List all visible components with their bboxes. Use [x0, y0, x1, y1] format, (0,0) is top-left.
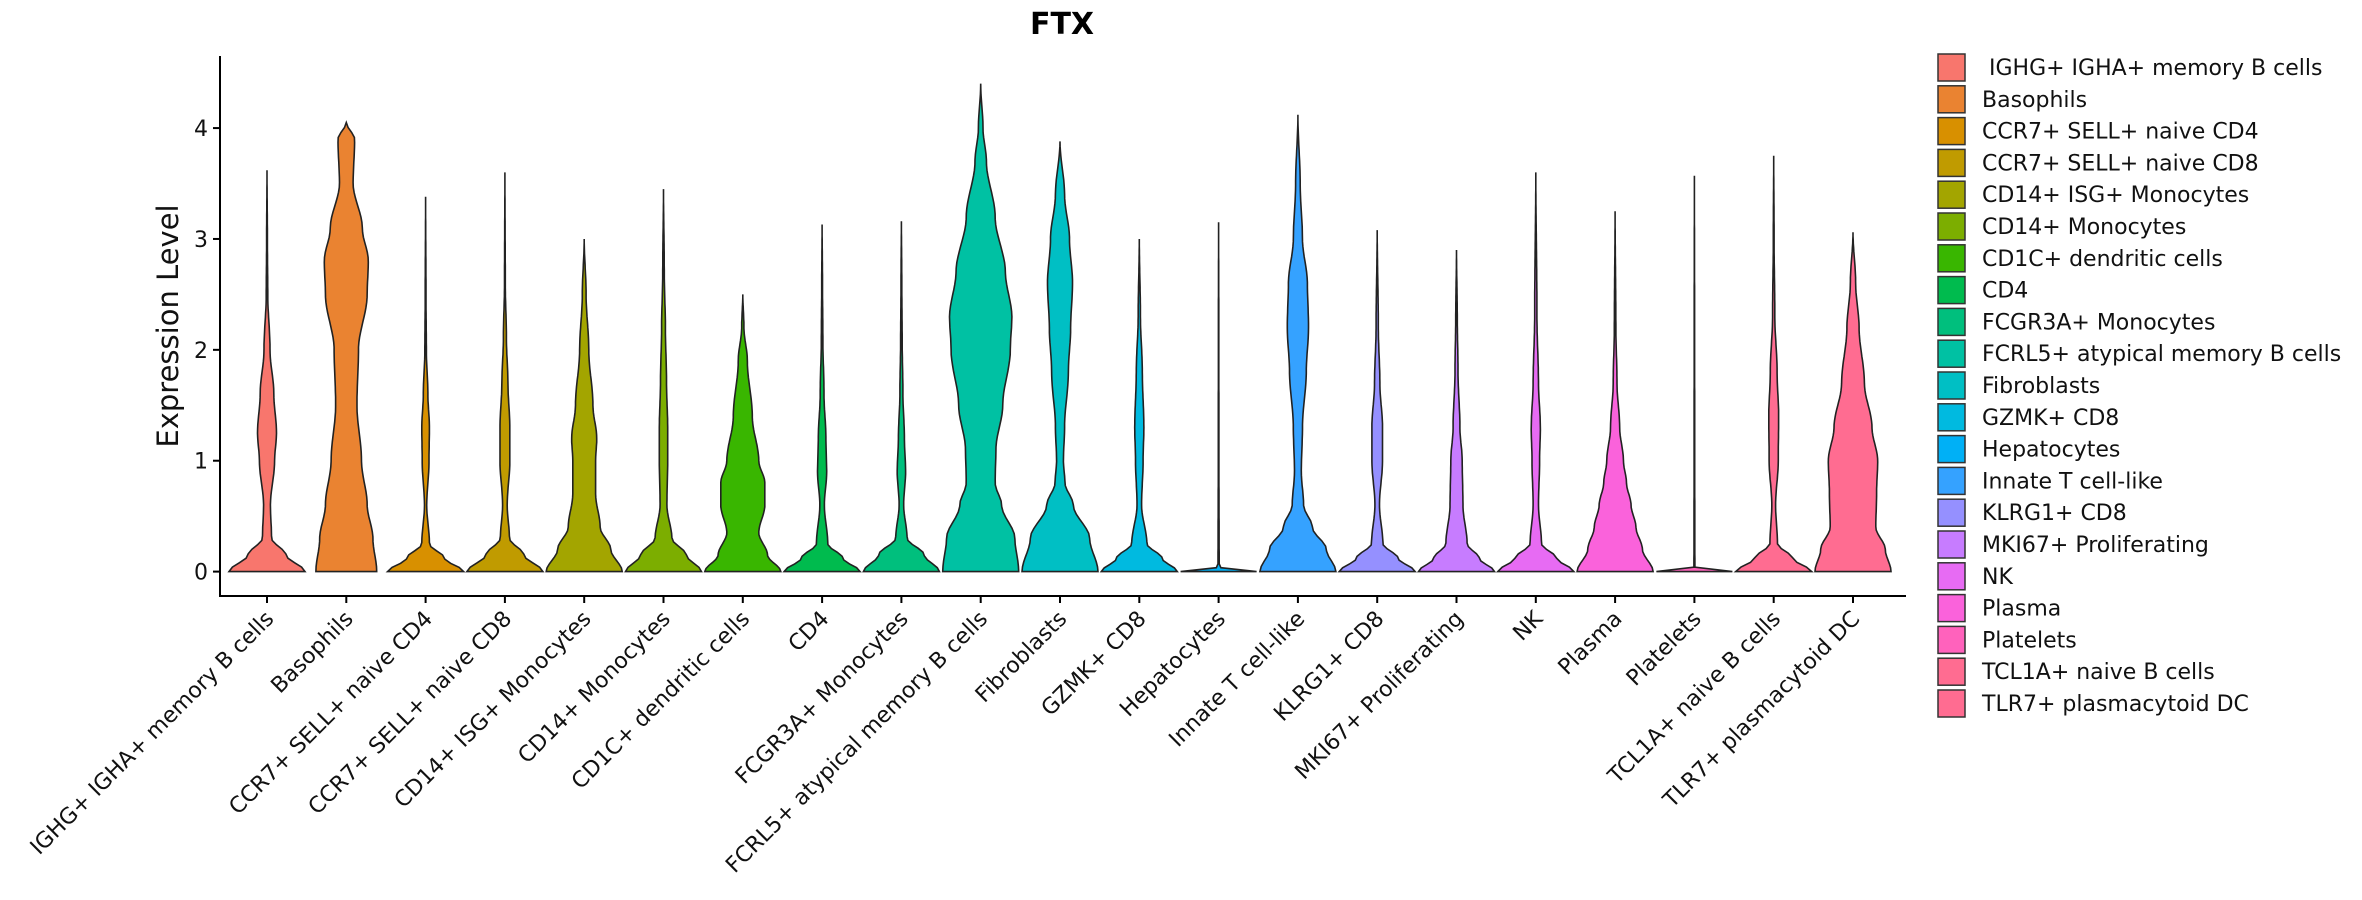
legend-swatch-plasma [1937, 593, 1966, 623]
legend-label-tlr7-plasmacytoid-dc: TLR7+ plasmacytoid DC [1981, 692, 2249, 717]
legend-swatch-basophils [1937, 85, 1966, 114]
legend-swatch-fcrl5-atypical-memory-b-cells [1937, 339, 1966, 368]
legend-label-hepatocytes: Hepatocytes [1982, 438, 2120, 463]
legend-swatch-cd14-isg-monocytes [1937, 180, 1966, 209]
x-tick-label-cd14-monocytes: CD14+ Monocytes [514, 607, 676, 769]
x-tick-label-ighg-igha-memory-b-cells: IGHG+ IGHA+ memory B cells [26, 607, 279, 860]
y-tick-label: 0 [194, 561, 208, 586]
legend-label-plasma: Plasma [1982, 597, 2061, 622]
violin-innate-t-cell-like [1258, 114, 1337, 573]
violin-ccr7-sell-naive-cd4 [385, 196, 466, 573]
violin-mki67-proliferating [1416, 250, 1497, 573]
violin-plasma [1576, 211, 1655, 573]
legend-label-cd14-isg-monocytes: CD14+ ISG+ Monocytes [1982, 183, 2249, 208]
legend-label-fibroblasts: Fibroblasts [1982, 374, 2100, 399]
legend-swatch-nk [1937, 562, 1966, 591]
y-tick-label: 2 [194, 339, 208, 364]
x-tick-label-nk: NK [1509, 606, 1549, 646]
legend-swatch-cd14-monocytes [1937, 212, 1966, 241]
violin-fcgr3a-monocytes [862, 221, 941, 573]
legend-label-basophils: Basophils [1982, 88, 2087, 113]
violin-cd14-monocytes [624, 189, 703, 573]
violin-fcrl5-atypical-memory-b-cells [941, 83, 1020, 573]
violin-nk [1495, 172, 1576, 573]
violin-hepatocytes [1180, 222, 1257, 573]
violin-cd14-isg-monocytes [545, 239, 624, 573]
legend: IGHG+ IGHA+ memory B cells Basophils CCR7+… [1937, 53, 2341, 718]
legend-label-ccr7-sell-naive-cd4: CCR7+ SELL+ naive CD4 [1982, 120, 2259, 145]
y-tick-label: 1 [194, 450, 208, 475]
legend-label-cd1c-dendritic-cells: CD1C+ dendritic cells [1982, 247, 2223, 272]
legend-label-cd14-monocytes: CD14+ Monocytes [1982, 215, 2186, 240]
legend-swatch-ighg-igha-memory-b-cells [1937, 53, 1966, 82]
violin-klrg1-cd8 [1337, 230, 1417, 573]
legend-swatch-klrg1-cd8 [1937, 498, 1966, 527]
x-tick-label-plasma: Plasma [1554, 607, 1628, 681]
legend-label-fcgr3a-monocytes: FCGR3A+ Monocytes [1982, 310, 2215, 335]
legend-label-mki67-proliferating: MKI67+ Proliferating [1982, 533, 2209, 558]
y-tick-label: 3 [194, 228, 208, 253]
x-ticks: IGHG+ IGHA+ memory B cellsBasophilsCCR7+… [26, 596, 1865, 878]
violin-ccr7-sell-naive-cd8 [465, 172, 545, 573]
x-tick-label-platelets: Platelets [1622, 607, 1707, 692]
violin-gzmk-cd8 [1099, 239, 1179, 573]
legend-label-klrg1-cd8: KLRG1+ CD8 [1982, 501, 2127, 526]
legend-swatch-mki67-proliferating [1937, 530, 1966, 559]
x-tick-label-innate-t-cell-like: Innate T cell-like [1165, 607, 1311, 753]
legend-label-tcl1a-naive-b-cells: TCL1A+ naive B cells [1981, 660, 2215, 685]
legend-swatch-fibroblasts [1937, 371, 1966, 400]
y-tick-label: 4 [194, 117, 208, 142]
axes [219, 56, 1906, 597]
violin-layer [227, 83, 1892, 573]
x-tick-label-cd4: CD4 [784, 607, 834, 657]
violin-cd4 [782, 224, 862, 573]
legend-label-innate-t-cell-like: Innate T cell-like [1982, 469, 2163, 494]
legend-swatch-tcl1a-naive-b-cells [1937, 657, 1966, 686]
legend-label-ighg-igha-memory-b-cells: IGHG+ IGHA+ memory B cells [1982, 56, 2322, 81]
legend-label-nk: NK [1982, 565, 2013, 590]
legend-label-ccr7-sell-naive-cd8: CCR7+ SELL+ naive CD8 [1982, 151, 2259, 176]
y-ticks: 0 1 2 3 4 [194, 117, 220, 586]
legend-swatch-cd1c-dendritic-cells [1937, 244, 1966, 273]
violin-cd1c-dendritic-cells [703, 294, 782, 573]
y-axis-label: Expression Level [151, 204, 185, 447]
legend-label-platelets: Platelets [1982, 628, 2077, 653]
legend-label-cd4: CD4 [1982, 279, 2028, 304]
legend-swatch-platelets [1937, 625, 1966, 655]
legend-label-gzmk-cd8: GZMK+ CD8 [1982, 406, 2119, 431]
violin-tcl1a-naive-b-cells [1733, 155, 1814, 573]
legend-label-fcrl5-atypical-memory-b-cells: FCRL5+ atypical memory B cells [1982, 342, 2341, 367]
legend-swatch-ccr7-sell-naive-cd8 [1937, 148, 1966, 178]
legend-swatch-hepatocytes [1937, 434, 1966, 464]
violin-platelets [1656, 175, 1733, 573]
legend-swatch-fcgr3a-monocytes [1937, 307, 1966, 337]
violin-ighg-igha-memory-b-cells [227, 170, 307, 573]
legend-swatch-cd4 [1937, 275, 1966, 305]
legend-swatch-ccr7-sell-naive-cd4 [1937, 116, 1966, 146]
legend-swatch-gzmk-cd8 [1937, 403, 1966, 432]
legend-swatch-tlr7-plasmacytoid-dc [1937, 689, 1966, 718]
violin-tlr7-plasmacytoid-dc [1814, 232, 1892, 573]
violin-fibroblasts [1021, 141, 1099, 573]
violin-basophils [315, 120, 378, 573]
legend-swatch-innate-t-cell-like [1937, 466, 1966, 496]
chart-title: FTX [1030, 7, 1094, 42]
